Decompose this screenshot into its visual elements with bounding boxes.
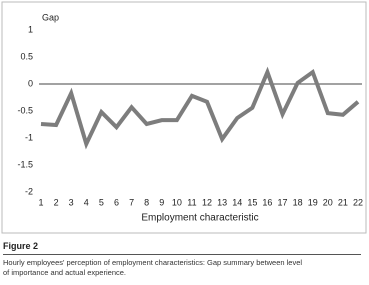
x-tick-label: 10	[172, 197, 182, 207]
y-tick-label: 1	[28, 24, 33, 34]
chart-frame	[1, 1, 367, 234]
y-tick-label: -1	[25, 132, 33, 142]
y-tick-label: -1.5	[17, 159, 33, 169]
x-tick-label: 9	[159, 197, 164, 207]
x-tick-label: 2	[54, 197, 59, 207]
caption-rule	[3, 254, 361, 255]
y-axis-title: Gap	[42, 12, 59, 22]
chart: Gap Employment characteristic -2 -1.5 -1 -0…	[1, 1, 367, 234]
y-tick-label: 0	[28, 78, 33, 88]
x-tick-label: 17	[278, 197, 288, 207]
data-line	[40, 66, 360, 150]
x-axis-title: Employment characteristic	[141, 213, 258, 224]
x-tick-label: 3	[69, 197, 74, 207]
x-tick-label: 16	[262, 197, 272, 207]
x-tick-label: 13	[217, 197, 227, 207]
x-tick-label: 18	[293, 197, 303, 207]
x-tick-label: 12	[202, 197, 212, 207]
y-tick-label: -0.5	[17, 105, 33, 115]
x-tick-label: 14	[232, 197, 242, 207]
x-tick-label: 5	[99, 197, 104, 207]
y-tick-label: -2	[25, 186, 33, 196]
x-tick-label: 1	[38, 197, 43, 207]
x-tick-label: 15	[247, 197, 257, 207]
caption-label: Figure 2	[3, 241, 39, 251]
x-tick-label: 20	[323, 197, 333, 207]
y-tick-label: 0.5	[20, 51, 33, 61]
x-tick-label: 4	[84, 197, 89, 207]
x-tick-label: 6	[114, 197, 119, 207]
x-tick-label: 21	[338, 197, 348, 207]
x-tick-label: 22	[353, 197, 363, 207]
x-tick-label: 19	[308, 197, 318, 207]
x-tick-label: 8	[144, 197, 149, 207]
x-tick-label: 7	[129, 197, 134, 207]
caption-text: Hourly employees' perception of employme…	[3, 258, 303, 277]
x-tick-label: 11	[187, 197, 196, 207]
